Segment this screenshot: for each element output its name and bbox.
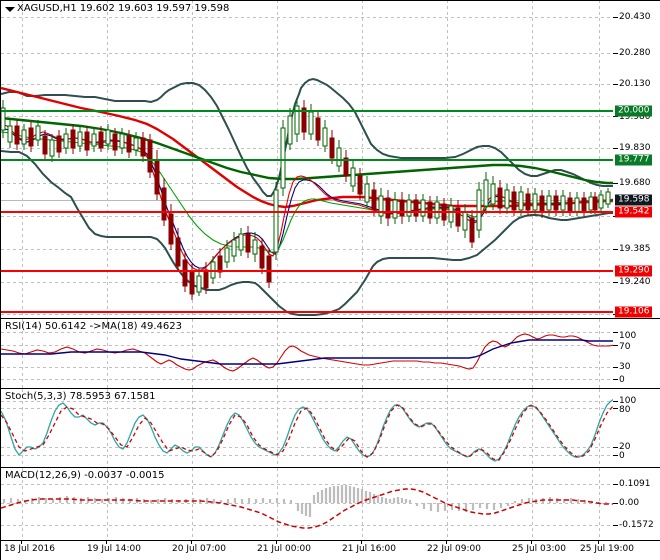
price-label-19106[interactable]: 19.106 xyxy=(615,306,652,318)
rsi-tick: 100 xyxy=(619,331,637,341)
rsi-series-svg xyxy=(1,333,613,372)
price-tick: 20.430 xyxy=(619,12,651,22)
macd-plot[interactable] xyxy=(1,468,613,540)
candlestick-series xyxy=(1,98,611,300)
price-tick: 19.240 xyxy=(619,277,651,287)
bollinger-lower-line xyxy=(1,150,613,316)
gridline-h xyxy=(1,282,613,283)
gridline-h xyxy=(1,249,613,250)
stoch-tick: 20 xyxy=(619,442,631,452)
stoch-tick: 0 xyxy=(619,451,625,461)
time-label: 25 Jul 19:00 xyxy=(580,544,634,554)
macd-tick: 0.00 xyxy=(619,498,640,508)
stoch-d-line xyxy=(1,404,613,461)
price-tick: 20.130 xyxy=(619,79,651,89)
stoch-scale[interactable]: 100 80 20 0 xyxy=(613,389,660,467)
price-label-19542[interactable]: 19.542 xyxy=(615,206,652,218)
price-tick: 20.280 xyxy=(619,48,651,58)
macd-scale[interactable]: 0.1091 0.00 -0.1572 xyxy=(613,468,660,540)
rsi-tick: 70 xyxy=(619,342,631,352)
time-label: 22 Jul 09:00 xyxy=(427,544,481,554)
pane-separator[interactable] xyxy=(0,467,660,468)
price-level-line-19290[interactable] xyxy=(1,270,613,272)
time-label: 25 Jul 03:00 xyxy=(512,544,566,554)
symbol-title: XAGUSD,H1 19.602 19.603 19.597 19.598 xyxy=(17,3,230,14)
gridline-h xyxy=(1,216,613,217)
triangle-down-icon[interactable] xyxy=(5,7,15,12)
macd-title: MACD(12,26,9) -0.0037 -0.0015 xyxy=(5,470,165,481)
gridline-h xyxy=(1,332,613,333)
stoch-title: Stoch(5,3,3) 78.5953 67.1581 xyxy=(5,391,156,402)
price-label-19777[interactable]: 19.777 xyxy=(615,154,652,166)
time-label: 21 Jul 00:00 xyxy=(257,544,311,554)
macd-series-svg xyxy=(1,485,613,529)
gridline-h xyxy=(1,17,613,18)
gridline-h xyxy=(1,345,613,346)
gridline-h xyxy=(1,53,613,54)
rsi-plot[interactable] xyxy=(1,319,613,388)
price-tick: 19.680 xyxy=(619,178,651,188)
gridline-h xyxy=(1,525,613,526)
ma-lightgreen-line xyxy=(1,131,613,253)
price-label-20000[interactable]: 20.000 xyxy=(615,105,652,117)
macd-tick: 0.1091 xyxy=(619,479,651,489)
rsi-scale[interactable]: 100 70 30 0 xyxy=(613,319,660,388)
stoch-pane[interactable]: Stoch(5,3,3) 78.5953 67.1581 100 80 20 0 xyxy=(0,389,660,467)
rsi-line xyxy=(1,333,613,372)
stoch-series-svg xyxy=(1,398,613,462)
price-plot[interactable] xyxy=(1,0,613,318)
gridline-h xyxy=(1,84,613,85)
price-series-svg xyxy=(1,77,613,316)
stoch-tick: 100 xyxy=(619,396,637,406)
rsi-pane[interactable]: RSI(14) 50.6142 ->MA(18) 49.4623 100 70 … xyxy=(0,319,660,388)
macd-tick: -0.1572 xyxy=(619,520,654,530)
gridline-h xyxy=(1,367,613,368)
price-label-19290[interactable]: 19.290 xyxy=(615,265,652,277)
gridline-h xyxy=(1,447,613,448)
bollinger-upper-line xyxy=(1,77,613,197)
time-label: 21 Jul 16:00 xyxy=(342,544,396,554)
stoch-plot[interactable] xyxy=(1,389,613,467)
gridline-h xyxy=(1,401,613,402)
stoch-tick: 80 xyxy=(619,405,631,415)
price-level-line-19542[interactable] xyxy=(1,211,613,213)
current-price-label[interactable]: 19.598 xyxy=(615,194,652,206)
macd-histogram xyxy=(2,485,608,517)
stoch-k-line xyxy=(1,398,613,462)
price-tick: 19.980 xyxy=(619,112,651,122)
macd-signal-line xyxy=(1,488,613,529)
price-tick: 19.830 xyxy=(619,143,651,153)
rsi-ma-line xyxy=(1,339,613,365)
price-scale[interactable]: 20.430 20.280 20.130 19.980 19.830 19.68… xyxy=(613,0,660,318)
time-label: 18 Jul 2016 xyxy=(4,544,55,554)
gridline-h xyxy=(1,379,613,380)
gridline-h xyxy=(1,148,613,149)
rsi-tick: 0 xyxy=(619,375,625,385)
gridline-h xyxy=(1,484,613,485)
gridline-h xyxy=(1,183,613,184)
price-level-line-19777[interactable] xyxy=(1,159,613,161)
rsi-title: RSI(14) 50.6142 ->MA(18) 49.4623 xyxy=(5,321,182,332)
gridline-h xyxy=(1,116,613,117)
price-tick: 19.385 xyxy=(619,244,651,254)
time-label: 20 Jul 07:00 xyxy=(172,544,226,554)
time-label: 19 Jul 14:00 xyxy=(87,544,141,554)
macd-pane[interactable]: MACD(12,26,9) -0.0037 -0.0015 0.1091 0.0… xyxy=(0,468,660,540)
pane-separator[interactable] xyxy=(0,318,660,319)
pane-separator[interactable] xyxy=(0,388,660,389)
price-level-line-19106[interactable] xyxy=(1,311,613,313)
price-pane[interactable]: XAGUSD,H1 19.602 19.603 19.597 19.598 20… xyxy=(0,0,660,318)
price-level-line-20000[interactable] xyxy=(1,110,613,112)
gridline-h xyxy=(1,455,613,456)
rsi-tick: 30 xyxy=(619,362,631,372)
time-axis[interactable]: 18 Jul 2016 19 Jul 14:00 20 Jul 07:00 21… xyxy=(0,540,660,560)
